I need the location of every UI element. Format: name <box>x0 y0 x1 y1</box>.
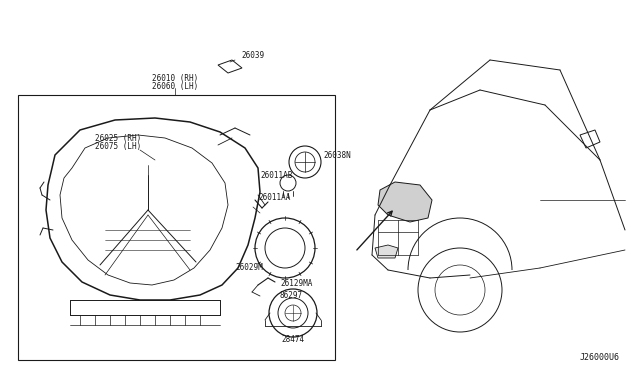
Text: 26010 (RH): 26010 (RH) <box>152 74 198 83</box>
Text: 26011AB: 26011AB <box>260 170 292 180</box>
Text: 26039: 26039 <box>241 51 264 60</box>
Text: 26038N: 26038N <box>323 151 351 160</box>
Polygon shape <box>378 182 432 222</box>
Text: 86297: 86297 <box>280 291 303 299</box>
Text: 26011AA: 26011AA <box>258 193 291 202</box>
Text: 26029M: 26029M <box>236 263 263 273</box>
Text: J26000U6: J26000U6 <box>580 353 620 362</box>
Text: 26025 (RH): 26025 (RH) <box>95 134 141 142</box>
Text: 26129MA: 26129MA <box>280 279 312 288</box>
Text: 28474: 28474 <box>282 336 305 344</box>
Text: 26075 (LH): 26075 (LH) <box>95 141 141 151</box>
Polygon shape <box>375 245 398 258</box>
Text: 26060 (LH): 26060 (LH) <box>152 81 198 90</box>
